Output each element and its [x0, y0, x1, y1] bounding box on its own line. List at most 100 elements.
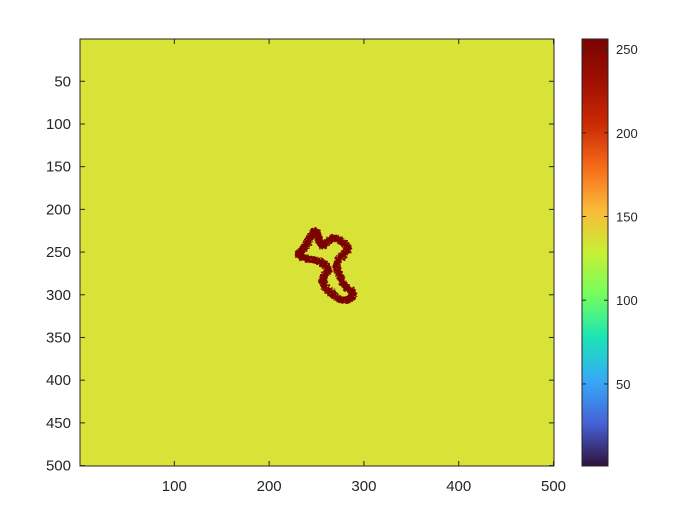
cluster-pixel [302, 242, 304, 244]
cluster-pixel [342, 256, 344, 258]
cluster-pixel [328, 290, 331, 291]
cluster-pixel [339, 258, 342, 260]
cluster-pixel [330, 234, 333, 236]
cluster-pixel [319, 260, 322, 263]
cluster-pixel [325, 244, 327, 246]
cluster-pixel [319, 274, 322, 276]
cluster-pixel [336, 241, 338, 242]
cluster-pixel [352, 286, 354, 289]
cluster-pixel [349, 244, 352, 246]
cluster-pixel [316, 229, 318, 231]
cluster-pixel [303, 245, 305, 247]
cluster-pixel [323, 260, 326, 263]
cluster-pixel [354, 294, 357, 296]
cluster-pixel [353, 295, 355, 298]
cluster-pixel [334, 256, 336, 259]
cluster-pixel [345, 287, 347, 289]
cluster-pixel [321, 244, 323, 247]
cluster-pixel [349, 294, 351, 296]
cluster-pixel [328, 288, 330, 289]
cluster-pixel [337, 264, 339, 266]
cluster-pixel [313, 234, 314, 237]
cluster-pixel [337, 274, 339, 276]
cluster-pixel [329, 266, 331, 269]
cluster-pixel [319, 247, 321, 249]
cluster-pixel [309, 234, 311, 237]
cluster-layer [294, 227, 358, 305]
cluster-pixel [316, 242, 318, 244]
cluster-pixel [338, 276, 339, 278]
cluster-pixel [312, 235, 315, 238]
cluster-pixel [325, 242, 328, 244]
cluster-pixel [319, 245, 321, 247]
cluster-pixel [323, 276, 325, 279]
cluster-pixel [354, 290, 356, 292]
cluster-pixel [301, 254, 303, 255]
cluster-pixel [304, 257, 306, 260]
cluster-pixel [338, 252, 340, 255]
cluster-pixel [304, 243, 307, 245]
cluster-pixel [321, 286, 324, 288]
cluster-pixel [328, 294, 330, 297]
cluster-pixel [335, 236, 337, 238]
cluster-pixel [336, 266, 338, 269]
cluster-pixel [315, 239, 317, 242]
cluster-pixel [354, 289, 356, 290]
y-tick-label: 350 [46, 329, 71, 346]
cluster-pixel [337, 236, 339, 238]
cluster-pixel [316, 241, 319, 243]
cluster-pixel [347, 291, 348, 293]
cluster-pixel [310, 241, 312, 244]
cluster-pixel [341, 239, 344, 241]
cluster-pixel [329, 236, 331, 239]
cluster-pixel [319, 263, 321, 265]
cluster-pixel [342, 276, 343, 278]
cluster-pixel [323, 275, 325, 277]
cluster-pixel [329, 239, 331, 242]
cluster-pixel [344, 283, 347, 285]
cluster-pixel [344, 251, 347, 253]
cluster-pixel [309, 261, 311, 264]
cluster-pixel [311, 258, 313, 260]
cluster-pixel [321, 265, 323, 268]
cluster-pixel [297, 256, 300, 258]
cluster-pixel [310, 244, 313, 246]
cluster-pixel [337, 297, 339, 299]
cluster-pixel [301, 257, 303, 260]
cluster-pixel [318, 280, 321, 283]
cluster-pixel [341, 251, 343, 253]
cluster-pixel [340, 279, 343, 282]
cluster-pixel [326, 263, 328, 265]
cluster-pixel [299, 257, 301, 260]
cluster-pixel [300, 246, 302, 248]
cluster-pixel [301, 246, 303, 248]
x-tick-label: 100 [162, 478, 187, 495]
cluster-pixel [327, 238, 329, 241]
cluster-pixel [330, 273, 332, 275]
cluster-pixel [342, 286, 344, 288]
cluster-pixel [346, 250, 347, 253]
cluster-pixel [331, 237, 333, 239]
cluster-pixel [346, 286, 349, 288]
cluster-pixel [302, 249, 305, 251]
cluster-pixel [354, 291, 356, 293]
cluster-pixel [337, 300, 340, 303]
cluster-pixel [318, 258, 320, 259]
cluster-pixel [321, 259, 323, 262]
cluster-pixel [343, 249, 345, 250]
cluster-pixel [318, 232, 320, 234]
cluster-pixel [349, 247, 352, 249]
cluster-pixel [328, 242, 331, 245]
colorbar-tick-label: 50 [616, 377, 630, 392]
cluster-pixel [294, 256, 296, 258]
cluster-pixel [321, 285, 323, 287]
cluster-pixel [355, 296, 357, 298]
cluster-pixel [326, 274, 328, 277]
cluster-pixel [325, 268, 327, 270]
cluster-pixel [318, 262, 320, 265]
cluster-pixel [341, 277, 344, 279]
cluster-pixel [305, 247, 308, 249]
cluster-pixel [314, 229, 316, 231]
cluster-pixel [323, 246, 326, 249]
cluster-pixel [350, 295, 353, 297]
